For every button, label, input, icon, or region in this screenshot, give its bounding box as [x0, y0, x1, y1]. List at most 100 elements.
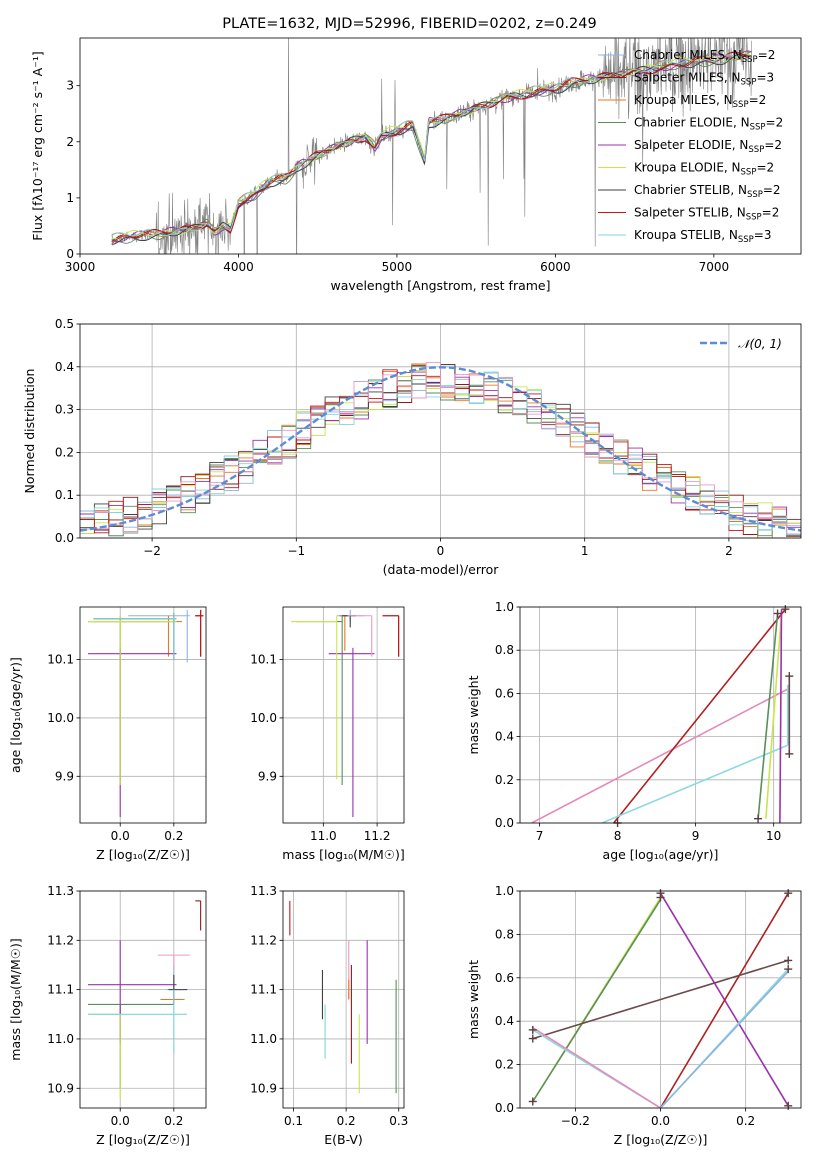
weight_vs_age-plot-area — [531, 608, 791, 823]
mass_vs_Z-plot-area — [88, 900, 202, 1099]
x-axis-label: Z [log₁₀(Z/Z☉)] — [614, 1132, 708, 1147]
spectrum-frame — [79, 37, 802, 255]
y-tick-label: 10.0 — [250, 711, 277, 725]
errorbar-point-7 — [157, 954, 190, 970]
y-tick-label: 0.2 — [55, 445, 74, 459]
spectrum-plot-area — [111, 38, 752, 254]
x-axis-label: wavelength [Angstrom, rest frame] — [330, 278, 550, 293]
plus-marker-0 — [528, 1097, 537, 1106]
weight-line-2 — [601, 744, 789, 823]
legend-label-3: Chabrier ELODIE, NSSP=2 — [634, 116, 783, 133]
y-tick-label: 11.1 — [250, 983, 277, 997]
y-tick-label: 11.2 — [47, 933, 74, 947]
plus-marker-4 — [784, 889, 793, 898]
x-axis-label: Z [log₁₀(Z/Z☉)] — [96, 847, 190, 862]
x-tick-label: 0.1 — [284, 1114, 303, 1128]
errorbar-point-3 — [88, 1003, 174, 1089]
residuals-grid — [80, 323, 801, 539]
y-tick-label: 0.8 — [495, 643, 514, 657]
x-tick-label: 7 — [536, 829, 544, 843]
residuals-plot-area — [80, 361, 801, 538]
y-axis-label: mass [log₁₀(M/M☉)] — [8, 938, 23, 1060]
y-tick-label: 2 — [66, 135, 74, 149]
weight_vs_Z-frame — [519, 890, 802, 1109]
y-tick-label: 0.2 — [495, 773, 514, 787]
y-tick-label: 0.4 — [55, 360, 74, 374]
errorbar-point-4 — [88, 647, 177, 818]
errorbar-point-5 — [88, 1013, 121, 1099]
errorbar-point-8 — [88, 989, 188, 1054]
spectrum-panel: 3000 4000 5000 6000 7000 0 1 2 3 wavelength [Angs… — [30, 37, 802, 293]
mass_vs_ebv-grid — [283, 890, 404, 1108]
age_vs_mass-frame — [282, 606, 405, 824]
errorbar-point-1 — [382, 615, 400, 657]
age_vs_Z-plot-area — [88, 609, 204, 818]
y-tick-label: 11.1 — [47, 983, 74, 997]
y-tick-label: 0.1 — [55, 488, 74, 502]
y-tick-label: 0.8 — [495, 927, 514, 941]
weight_vs_Z-plot-area — [532, 892, 789, 1108]
y-axis-label: mass weight — [466, 675, 481, 754]
errorbar-point-2 — [339, 615, 351, 651]
x-tick-label: 2 — [725, 544, 733, 558]
x-tick-label: 11.2 — [364, 829, 391, 843]
y-tick-label: 9.9 — [55, 769, 74, 783]
mass_vs_ebv-frame — [282, 890, 405, 1109]
y-tick-label: 3 — [66, 79, 74, 93]
y-tick-label: 11.2 — [250, 933, 277, 947]
x-tick-label: 10 — [766, 829, 781, 843]
plus-marker-2 — [785, 749, 794, 758]
errorbar-point-7 — [382, 615, 400, 657]
y-tick-label: 11.3 — [47, 884, 74, 898]
x-axis-label: E(B-V) — [324, 1132, 363, 1147]
x-tick-label: −2 — [143, 544, 161, 558]
errorbar-point-6 — [93, 612, 177, 660]
x-tick-label: 7000 — [699, 260, 730, 274]
x-tick-label: 6000 — [540, 260, 571, 274]
y-tick-label: 0.5 — [55, 317, 74, 331]
weight_vs_age-panel: 7 8 9 10 0.0 0.2 0.4 0.6 0.8 1.0 age [log₁₀(age/yr… — [466, 600, 802, 862]
legend-label-0: Chabrier MILES, NSSP=2 — [634, 48, 775, 65]
model-spectrum-5 — [111, 52, 752, 240]
y-tick-label: 1 — [66, 191, 74, 205]
x-tick-label: 0.0 — [111, 1114, 130, 1128]
residuals-panel: −2 −1 0 1 2 0.0 0.1 0.2 0.3 0.4 0.5 (data-model)/er… — [22, 317, 802, 577]
plus-marker-3 — [754, 814, 763, 823]
model-spectrum-8 — [111, 54, 752, 237]
residual-legend: 𝒩(0, 1) — [700, 337, 782, 351]
residual-histogram-9 — [80, 361, 801, 535]
age_vs_Z-panel: 0.0 0.2 9.9 10.0 10.1 Z [log₁₀(Z/Z☉)] age [log… — [8, 606, 207, 862]
weight_vs_age-frame — [519, 606, 802, 824]
x-tick-label: 0.2 — [337, 1114, 356, 1128]
weight-line-1 — [532, 899, 662, 1102]
x-tick-label: 0.2 — [736, 1114, 755, 1128]
legend-label-1: Salpeter MILES, NSSP=3 — [634, 71, 774, 88]
mass_vs_ebv-plot-area — [289, 900, 397, 1094]
errorbar-point-7 — [195, 609, 204, 657]
x-tick-label: 9 — [692, 829, 700, 843]
y-tick-label: 0.4 — [495, 1014, 514, 1028]
y-tick-label: 10.1 — [250, 653, 277, 667]
mass_vs_Z-frame — [79, 890, 207, 1109]
weight-line-0 — [531, 688, 789, 823]
y-axis-label: mass weight — [466, 960, 481, 1039]
age_vs_Z-frame — [79, 606, 207, 824]
errorbar-point-3 — [88, 615, 174, 786]
x-tick-label: 0.2 — [164, 829, 183, 843]
spectrum-legend: Chabrier MILES, NSSP=2 Salpeter MILES, NS… — [598, 48, 783, 245]
y-axis-label: Normed distribution — [22, 369, 37, 494]
errorbar-point-8 — [347, 615, 373, 657]
y-tick-label: 10.0 — [47, 711, 74, 725]
mass_vs_Z-panel: 0.0 0.2 10.9 11.0 11.1 11.2 11.3 Z [log₁₀(Z/Z☉)… — [8, 884, 207, 1147]
y-tick-label: 0.2 — [495, 1058, 514, 1072]
y-tick-label: 0.0 — [495, 816, 514, 830]
legend-label-4: Salpeter ELODIE, NSSP=2 — [634, 138, 782, 155]
plus-marker-4 — [773, 609, 782, 618]
x-axis-label: (data-model)/error — [383, 562, 500, 577]
legend-label: 𝒩(0, 1) — [738, 337, 782, 351]
x-tick-label: 5000 — [382, 260, 413, 274]
y-tick-label: 0.6 — [495, 971, 514, 985]
errorbar-point-3 — [296, 615, 343, 786]
errorbar-point-1 — [195, 900, 202, 931]
